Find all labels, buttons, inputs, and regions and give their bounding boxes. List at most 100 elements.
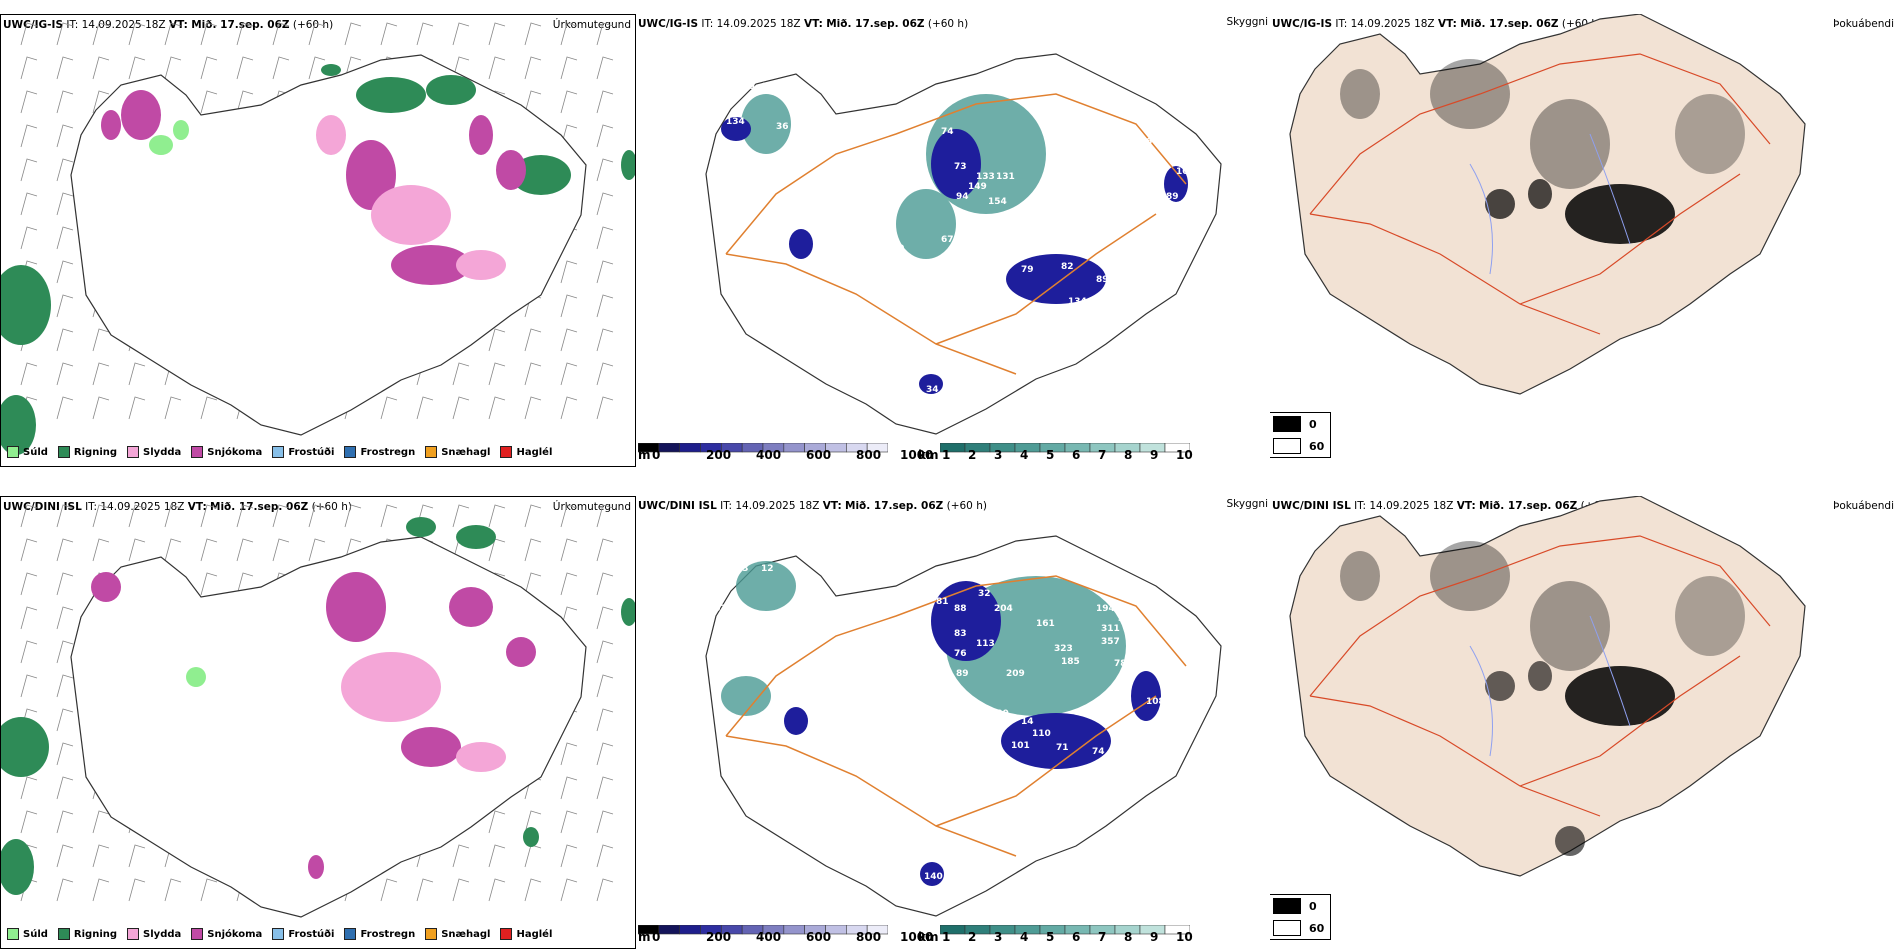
- panel-title: UWC/DINI ISL IT: 14.09.2025 18Z VT: Mið.…: [3, 501, 352, 513]
- colorbar-swatch: [658, 924, 680, 935]
- legend-item: Frostúði: [272, 446, 334, 458]
- wind-barb: [524, 56, 542, 80]
- product-title: Úrkomutegund: [552, 19, 631, 31]
- fog-legend-item: 60: [1270, 917, 1330, 939]
- wind-barb: [56, 844, 74, 868]
- wind-barb: [560, 742, 578, 766]
- wind-barb: [128, 396, 146, 420]
- legend-item: Rigning: [57, 928, 117, 940]
- wind-barb: [596, 708, 614, 732]
- wind-barb: [596, 22, 614, 46]
- precip-map: [1, 22, 635, 455]
- wind-barb: [416, 22, 434, 46]
- wind-barb: [596, 226, 614, 250]
- svg-text:64: 64: [956, 715, 969, 725]
- svg-text:127: 127: [811, 117, 830, 127]
- svg-text:12: 12: [1108, 689, 1121, 699]
- wind-barb: [56, 640, 74, 664]
- svg-text:377: 377: [984, 229, 1003, 239]
- svg-text:34: 34: [926, 385, 939, 395]
- wind-barb: [560, 776, 578, 800]
- svg-text:67: 67: [1146, 137, 1159, 147]
- svg-text:32: 32: [978, 589, 991, 599]
- wind-barb: [560, 294, 578, 318]
- svg-text:134: 134: [1068, 297, 1087, 307]
- wind-barb: [380, 22, 398, 46]
- wind-barb: [92, 844, 110, 868]
- wind-barb: [452, 844, 470, 868]
- wind-barb: [56, 708, 74, 732]
- wind-barb: [452, 362, 470, 386]
- svg-text:14: 14: [1021, 717, 1034, 727]
- wind-barb: [92, 328, 110, 352]
- wind-barb: [92, 396, 110, 420]
- wind-barb: [560, 810, 578, 834]
- svg-text:101: 101: [708, 604, 727, 614]
- wind-barb: [20, 56, 38, 80]
- svg-text:105: 105: [1062, 817, 1081, 827]
- wind-barb: [56, 260, 74, 284]
- legend-item: Súld: [7, 446, 48, 458]
- wind-barb: [596, 504, 614, 528]
- wind-barb: [452, 878, 470, 902]
- wind-barb: [164, 504, 182, 528]
- svg-text:71: 71: [1056, 743, 1069, 753]
- legend-item: Haglél: [500, 928, 552, 940]
- wind-barb: [596, 396, 614, 420]
- wind-barb: [92, 878, 110, 902]
- wind-barb: [596, 674, 614, 698]
- wind-barb: [596, 158, 614, 182]
- panel-title: UWC/DINI ISL IT: 14.09.2025 18Z VT: Mið.…: [638, 500, 987, 512]
- wind-barb: [596, 192, 614, 216]
- svg-text:311: 311: [1101, 624, 1120, 634]
- fog-roads: [1309, 53, 1771, 335]
- wind-barb: [596, 56, 614, 80]
- wind-barb: [344, 22, 362, 46]
- svg-text:89: 89: [1166, 192, 1179, 202]
- wind-barb: [56, 362, 74, 386]
- wind-barb: [380, 504, 398, 528]
- svg-text:154: 154: [988, 197, 1007, 207]
- wind-barb: [524, 396, 542, 420]
- svg-text:67: 67: [941, 235, 954, 245]
- precip-snow: [91, 572, 536, 879]
- svg-text:357: 357: [1101, 637, 1120, 647]
- wind-barb: [20, 504, 38, 528]
- wind-barb: [164, 396, 182, 420]
- legend-item: Frostúði: [272, 928, 334, 940]
- wind-barb: [164, 538, 182, 562]
- svg-text:201: 201: [1146, 657, 1165, 667]
- svg-text:113: 113: [1091, 162, 1110, 172]
- legend-item: Snæhagl: [425, 446, 490, 458]
- legend-item: Snæhagl: [425, 928, 490, 940]
- svg-text:110: 110: [1032, 729, 1051, 739]
- wind-barb: [560, 260, 578, 284]
- svg-text:89: 89: [1096, 275, 1109, 285]
- wind-barb: [380, 878, 398, 902]
- wind-barb: [56, 90, 74, 114]
- wind-barb: [56, 226, 74, 250]
- wind-barb: [488, 56, 506, 80]
- colorbar-swatch: [783, 924, 805, 935]
- svg-text:108: 108: [1176, 167, 1195, 177]
- wind-barb: [128, 22, 146, 46]
- colorbar-swatch: [679, 924, 701, 935]
- precip-sleet: [316, 115, 506, 280]
- precip-rain: [1, 517, 635, 895]
- svg-text:323: 323: [1054, 644, 1073, 654]
- wind-barb: [596, 776, 614, 800]
- svg-text:73: 73: [954, 162, 967, 172]
- wind-barb: [56, 742, 74, 766]
- wind-barb: [488, 22, 506, 46]
- fog-rivers: [1469, 615, 1631, 757]
- wind-barb: [20, 124, 38, 148]
- precip-snow: [101, 90, 526, 285]
- svg-text:89: 89: [956, 669, 969, 679]
- wind-barb: [56, 124, 74, 148]
- wind-barb: [56, 674, 74, 698]
- wind-barb: [524, 844, 542, 868]
- svg-text:79: 79: [1021, 265, 1034, 275]
- wind-barb: [524, 90, 542, 114]
- wind-barb: [596, 878, 614, 902]
- svg-text:60: 60: [1116, 262, 1129, 272]
